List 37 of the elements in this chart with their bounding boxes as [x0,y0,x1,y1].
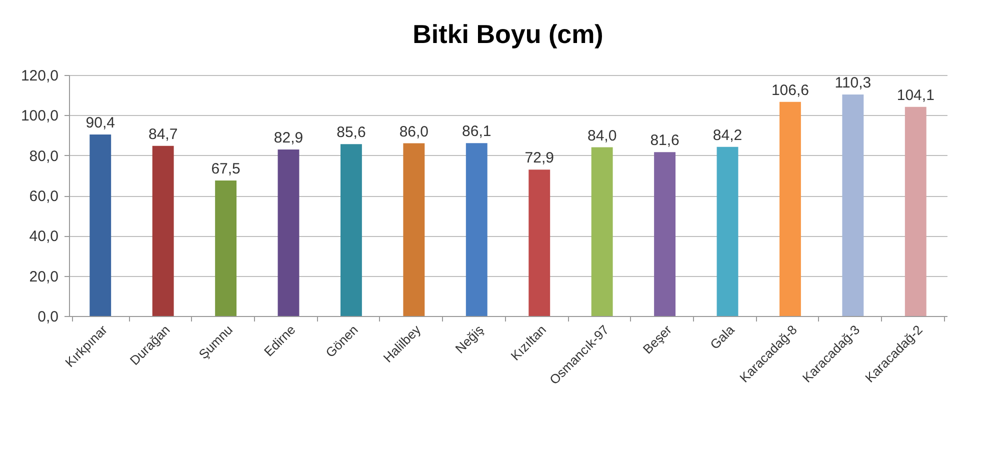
bar [779,102,801,316]
data-label: 106,6 [771,82,809,99]
bar [278,150,300,316]
data-label: 84,0 [587,127,617,144]
y-tick-label: 0,0 [38,308,58,326]
bar [215,180,237,316]
bar [654,152,676,316]
bar [403,143,425,316]
bar [528,170,550,316]
data-label: 72,9 [524,150,554,167]
data-label: 90,4 [86,114,115,132]
data-label: 81,6 [650,132,680,150]
y-tick-label: 60,0 [29,188,58,205]
bar [591,147,613,316]
data-label: 86,1 [462,123,492,140]
y-tick-label: 40,0 [29,228,58,246]
bar [340,144,362,316]
bar [152,146,174,316]
x-tick-label: Gala [707,322,738,352]
bar [716,146,738,316]
bar [90,134,112,316]
bar [904,106,926,316]
y-tick-label: 80,0 [29,148,58,165]
data-label: 84,2 [712,126,742,144]
data-label: 104,1 [896,86,934,104]
y-tick-label: 100,0 [20,108,58,125]
bar [466,143,488,316]
bar [842,94,864,316]
data-label: 67,5 [211,160,240,178]
y-tick-label: 120,0 [20,68,58,84]
data-label: 82,9 [274,130,304,147]
data-label: 85,6 [336,124,366,142]
data-label: 86,0 [399,123,429,140]
y-tick-label: 20,0 [29,268,58,286]
data-label: 110,3 [834,74,872,92]
chart-title: Bitki Boyu (cm) [412,19,604,49]
data-label: 84,7 [148,126,178,143]
